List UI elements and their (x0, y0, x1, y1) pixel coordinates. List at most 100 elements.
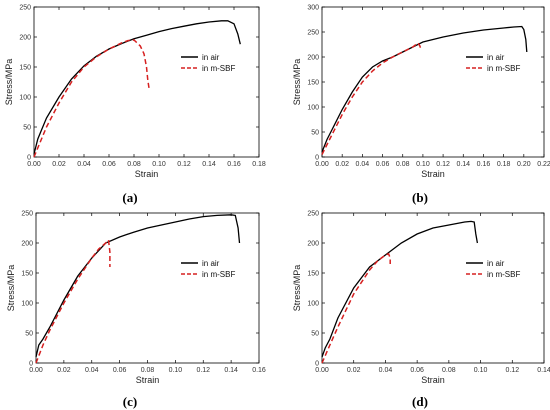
y-tick-label: 50 (311, 331, 319, 338)
x-tick-label: 0.10 (169, 367, 183, 374)
y-tick-label: 150 (307, 271, 319, 278)
x-tick-label: 0.00 (315, 367, 329, 374)
legend-label: in m-SBF (202, 64, 235, 73)
x-tick-label: 0.10 (152, 161, 166, 168)
series-line-in-air (35, 214, 241, 358)
x-tick-label: 0.02 (57, 367, 71, 374)
x-tick-label: 0.10 (474, 367, 488, 374)
y-tick-label: 150 (21, 271, 33, 278)
y-tick-label: 150 (307, 80, 319, 87)
x-tick-label: 0.18 (497, 161, 511, 168)
x-tick-label: 0.00 (29, 367, 43, 374)
x-tick-label: 0.16 (252, 367, 266, 374)
x-tick-label: 0.16 (477, 161, 491, 168)
y-axis-label: Stress/MPa (292, 265, 302, 312)
legend-label: in m-SBF (487, 64, 520, 73)
legend-label: in air (487, 259, 505, 268)
y-tick-label: 200 (19, 35, 31, 42)
x-tick-label: 0.00 (27, 161, 41, 168)
y-tick-label: 50 (23, 125, 31, 132)
series-line-in-air (33, 20, 241, 155)
legend: in air in m-SBF (181, 259, 235, 279)
x-tick-label: 0.08 (396, 161, 410, 168)
x-tick-label: 0.06 (410, 367, 424, 374)
y-tick-label: 250 (19, 5, 31, 12)
chart-panel-3: 0.00 0.02 0.04 0.06 0.08 0.10 0.12 0.14 0.16 0 50 1… (6, 211, 266, 410)
legend-label: in air (487, 53, 505, 62)
panel-label: (c) (123, 394, 137, 409)
x-tick-label: 0.14 (224, 367, 238, 374)
y-tick-label: 100 (307, 105, 319, 112)
y-tick-label: 100 (21, 301, 33, 308)
y-tick-label: 200 (21, 241, 33, 248)
x-tick-label: 0.04 (379, 367, 393, 374)
x-tick-label: 0.18 (252, 161, 266, 168)
x-tick-label: 0.04 (356, 161, 370, 168)
series-line-in-m-sbf (321, 252, 391, 364)
x-tick-label: 0.12 (436, 161, 450, 168)
panel-label: (a) (122, 190, 137, 205)
y-axis-label: Stress/MPa (292, 59, 302, 106)
legend: in air in m-SBF (466, 259, 520, 279)
panel-label: (b) (412, 190, 428, 205)
series-line-in-air (321, 25, 528, 153)
y-tick-label: 0 (315, 155, 319, 162)
y-tick-label: 0 (315, 361, 319, 368)
x-tick-label: 0.14 (537, 367, 550, 374)
x-axis-label: Strain (136, 375, 160, 385)
y-tick-label: 100 (307, 301, 319, 308)
plot-frame (321, 6, 545, 158)
plot-frame (33, 6, 260, 158)
x-tick-label: 0.08 (141, 367, 155, 374)
x-tick-label: 0.00 (315, 161, 329, 168)
legend: in air in m-SBF (181, 53, 235, 73)
series-line-in-m-sbf (33, 39, 150, 158)
x-tick-label: 0.02 (335, 161, 349, 168)
y-tick-label: 250 (21, 211, 33, 218)
chart-panel-2: 0.00 0.02 0.04 0.06 0.08 0.10 0.12 0.14 0.16 0.18… (292, 5, 550, 206)
y-tick-label: 50 (25, 331, 33, 338)
x-tick-label: 0.14 (202, 161, 216, 168)
y-tick-label: 0 (29, 361, 33, 368)
y-tick-label: 250 (307, 211, 319, 218)
x-tick-label: 0.16 (227, 161, 241, 168)
x-tick-label: 0.20 (517, 161, 531, 168)
chart-panel-4: 0.00 0.02 0.04 0.06 0.08 0.10 0.12 0.14 0 50 100 15… (292, 211, 550, 410)
x-axis-label: Strain (421, 169, 445, 179)
x-tick-label: 0.22 (537, 161, 550, 168)
panel-label: (d) (412, 394, 428, 409)
legend-label: in m-SBF (487, 270, 520, 279)
x-tick-label: 0.02 (52, 161, 66, 168)
x-tick-label: 0.12 (177, 161, 191, 168)
x-tick-label: 0.04 (85, 367, 99, 374)
x-tick-label: 0.12 (196, 367, 210, 374)
legend-label: in air (202, 53, 220, 62)
x-tick-label: 0.08 (127, 161, 141, 168)
y-tick-label: 100 (19, 95, 31, 102)
y-tick-label: 300 (307, 5, 319, 12)
series-line-in-m-sbf (35, 238, 111, 364)
x-tick-label: 0.04 (77, 161, 91, 168)
x-tick-label: 0.14 (456, 161, 470, 168)
plot-frame (321, 212, 545, 364)
legend: in air in m-SBF (466, 53, 520, 73)
y-tick-label: 250 (307, 30, 319, 37)
plot-frame (35, 212, 260, 364)
y-tick-label: 200 (307, 55, 319, 62)
x-axis-label: Strain (421, 375, 445, 385)
x-tick-label: 0.06 (102, 161, 116, 168)
y-tick-label: 0 (27, 155, 31, 162)
x-tick-label: 0.10 (416, 161, 430, 168)
y-axis-label: Stress/MPa (4, 59, 14, 106)
y-tick-label: 150 (19, 65, 31, 72)
x-tick-label: 0.02 (347, 367, 361, 374)
x-tick-label: 0.06 (376, 161, 390, 168)
x-tick-label: 0.12 (505, 367, 519, 374)
series-line-in-air (321, 220, 479, 358)
legend-label: in m-SBF (202, 270, 235, 279)
legend-label: in air (202, 259, 220, 268)
x-tick-label: 0.08 (442, 367, 456, 374)
y-tick-label: 50 (311, 130, 319, 137)
y-axis-label: Stress/MPa (6, 265, 16, 312)
